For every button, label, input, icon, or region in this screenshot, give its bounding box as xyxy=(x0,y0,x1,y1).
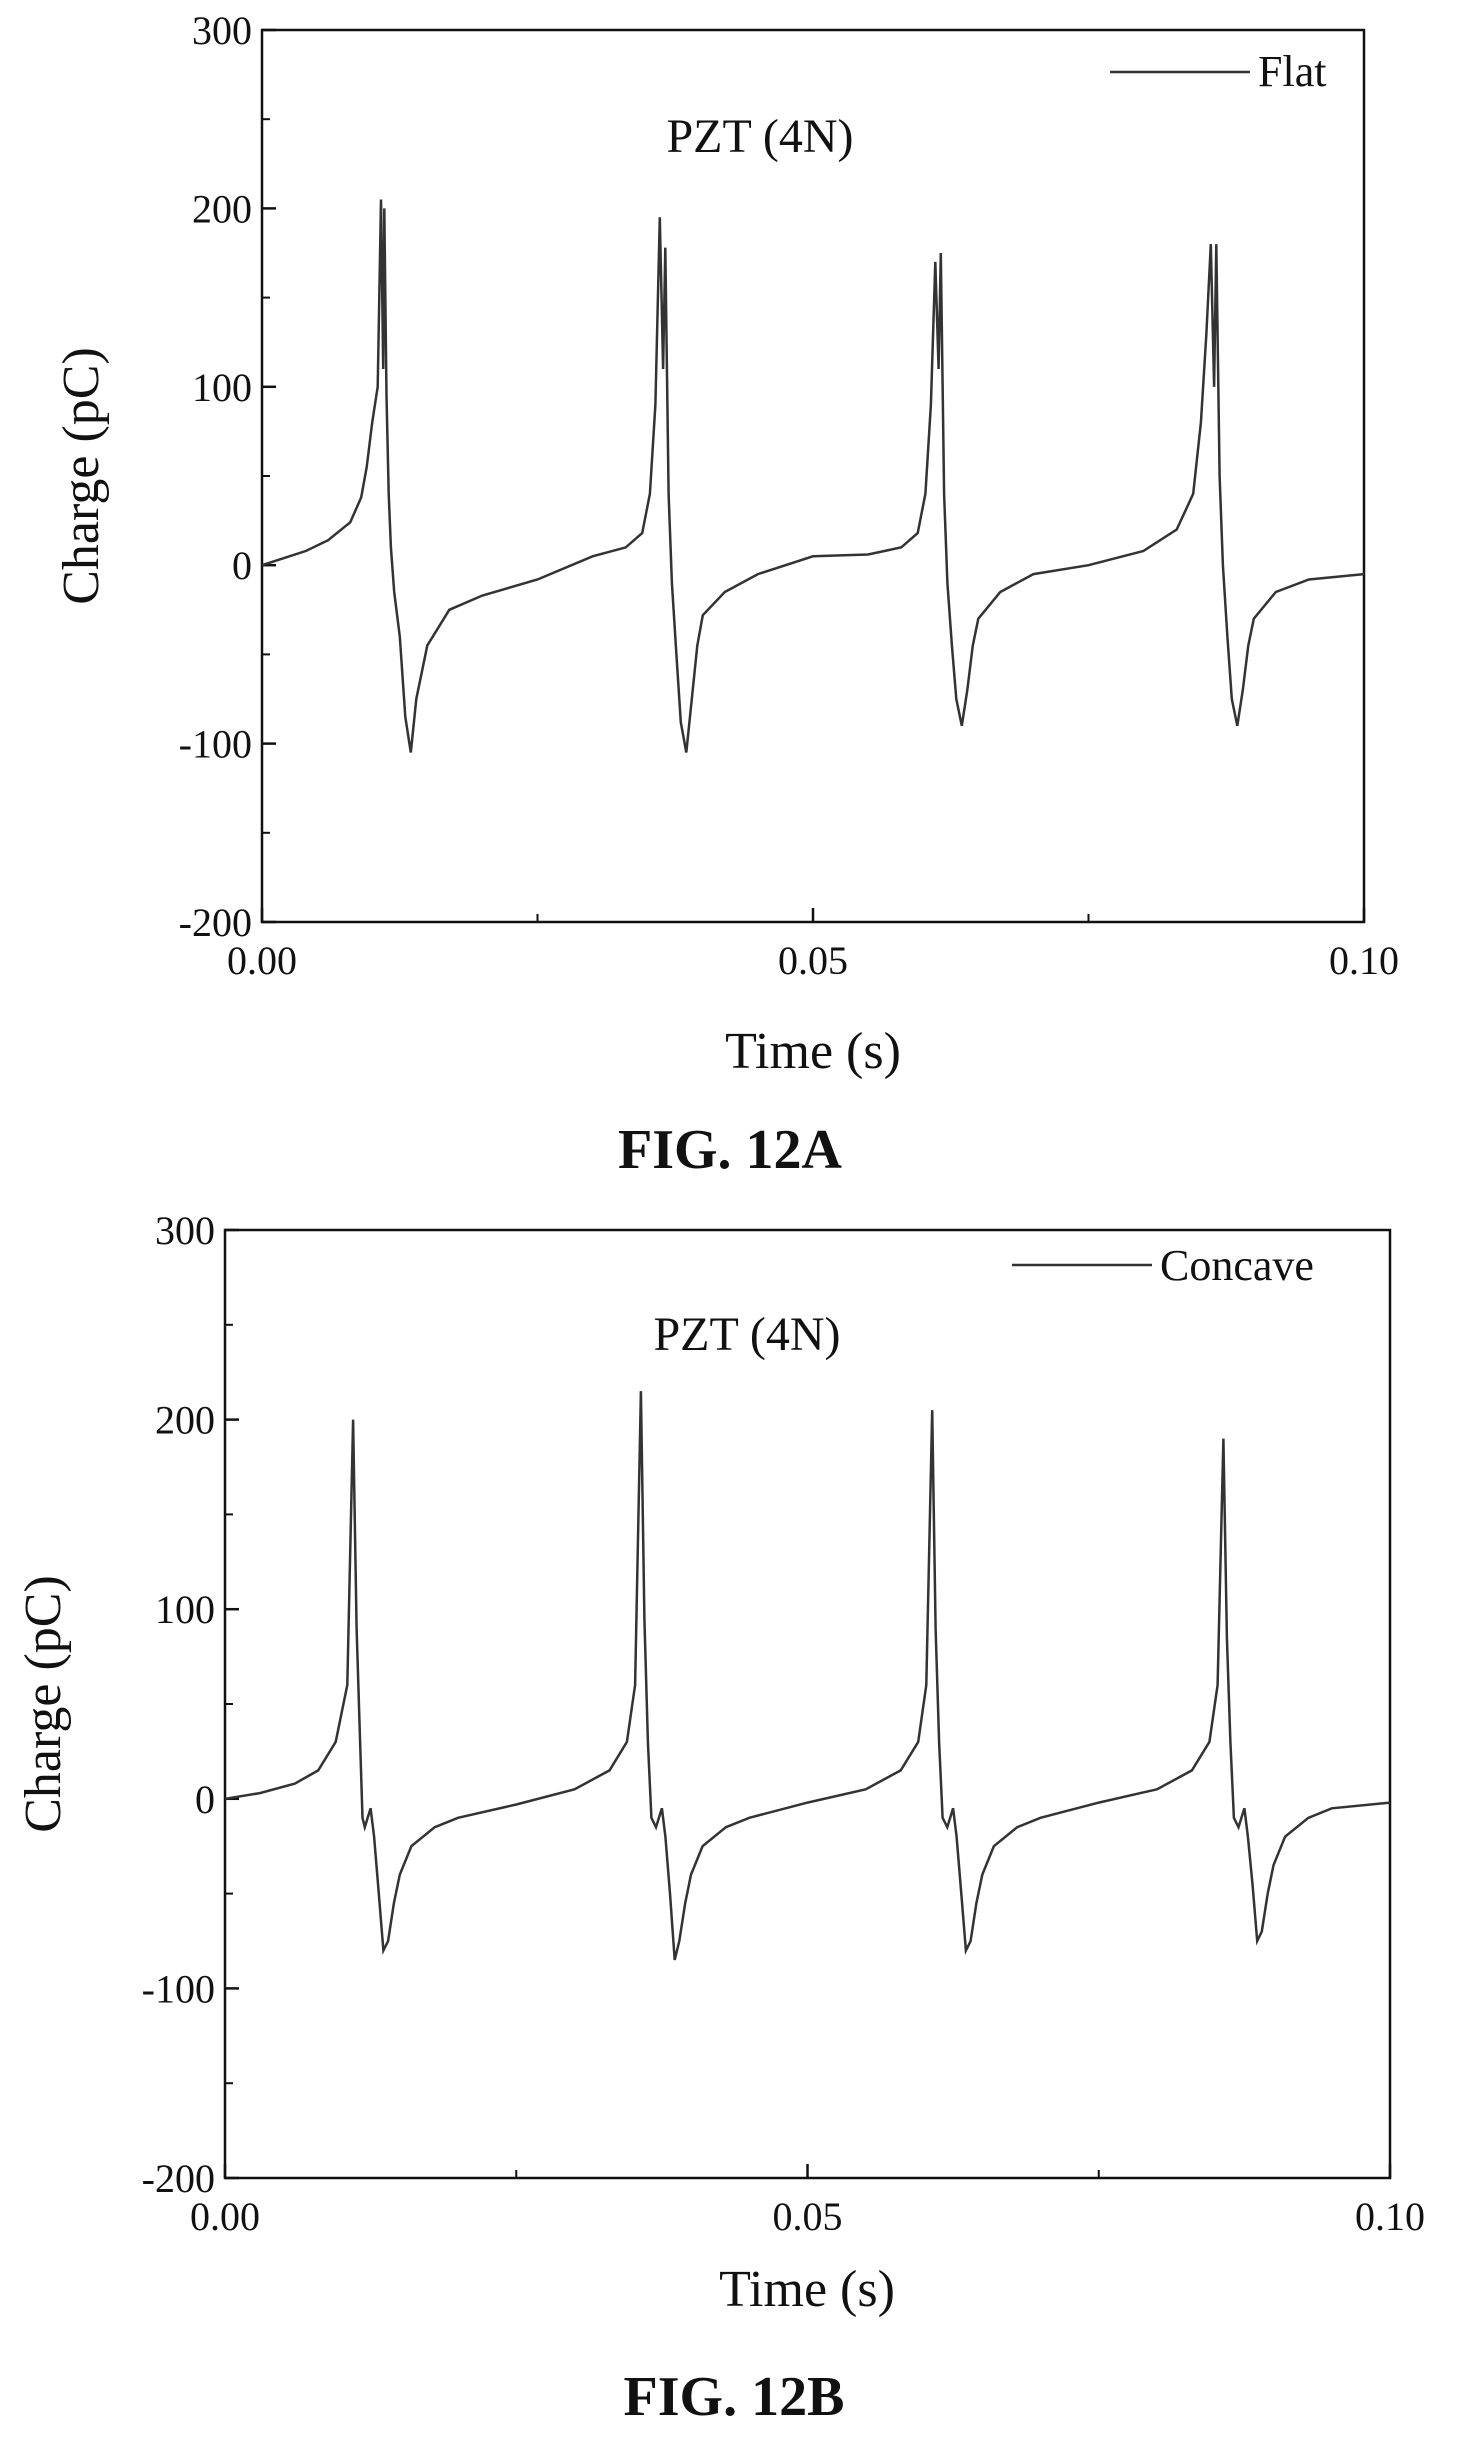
y-tick-label: 100 xyxy=(155,1587,215,1632)
figure-caption: FIG. 12A xyxy=(618,1119,843,1181)
y-tick-label: 200 xyxy=(192,186,252,231)
x-axis: 0.00 0.05 0.10 xyxy=(227,908,1399,983)
x-tick-label: 0.00 xyxy=(190,2194,260,2239)
series-line-concave xyxy=(224,1391,1391,1961)
legend: Concave xyxy=(1012,1241,1314,1290)
y-tick-label: 100 xyxy=(192,365,252,410)
x-axis-label: Time (s) xyxy=(725,1023,901,1080)
chart-a: -200 -100 0 100 200 300 0.00 0.05 0.10 Flat PZT… xyxy=(53,8,1399,1080)
y-tick-label: 200 xyxy=(155,1398,215,1443)
x-tick-label: 0.05 xyxy=(773,2194,843,2239)
y-axis-label: Charge (pC) xyxy=(15,1575,72,1833)
legend-label-concave: Concave xyxy=(1160,1241,1314,1290)
legend-label-flat: Flat xyxy=(1258,47,1326,96)
y-tick-label: -200 xyxy=(179,900,252,945)
x-tick-label: 0.10 xyxy=(1355,2194,1425,2239)
y-tick-label: -100 xyxy=(179,722,252,767)
plot-frame xyxy=(260,28,1366,924)
x-tick-label: 0.00 xyxy=(227,938,297,983)
y-axis: -200 -100 0 100 200 300 xyxy=(179,8,276,945)
y-tick-label: -100 xyxy=(142,1966,215,2011)
y-tick-label: 0 xyxy=(232,543,252,588)
legend: Flat xyxy=(1110,47,1326,96)
x-tick-label: 0.10 xyxy=(1329,938,1399,983)
y-tick-label: 300 xyxy=(155,1208,215,1253)
y-axis: -200 -100 0 100 200 300 xyxy=(142,1208,239,2201)
figure-caption: FIG. 12B xyxy=(624,2366,845,2428)
y-tick-label: -200 xyxy=(142,2156,215,2201)
y-axis-label: Charge (pC) xyxy=(53,347,110,605)
y-tick-label: 0 xyxy=(195,1777,215,1822)
x-axis: 0.00 0.05 0.10 xyxy=(190,2164,1425,2239)
series-line-flat xyxy=(261,199,1365,753)
x-axis-label: Time (s) xyxy=(719,2261,895,2318)
x-tick-label: 0.05 xyxy=(778,938,848,983)
y-tick-label: 300 xyxy=(192,8,252,53)
chart-title: PZT (4N) xyxy=(666,110,853,163)
chart-title: PZT (4N) xyxy=(653,1308,840,1361)
figure-12a: -200 -100 0 100 200 300 0.00 0.05 0.10 Flat PZT… xyxy=(53,8,1399,1181)
